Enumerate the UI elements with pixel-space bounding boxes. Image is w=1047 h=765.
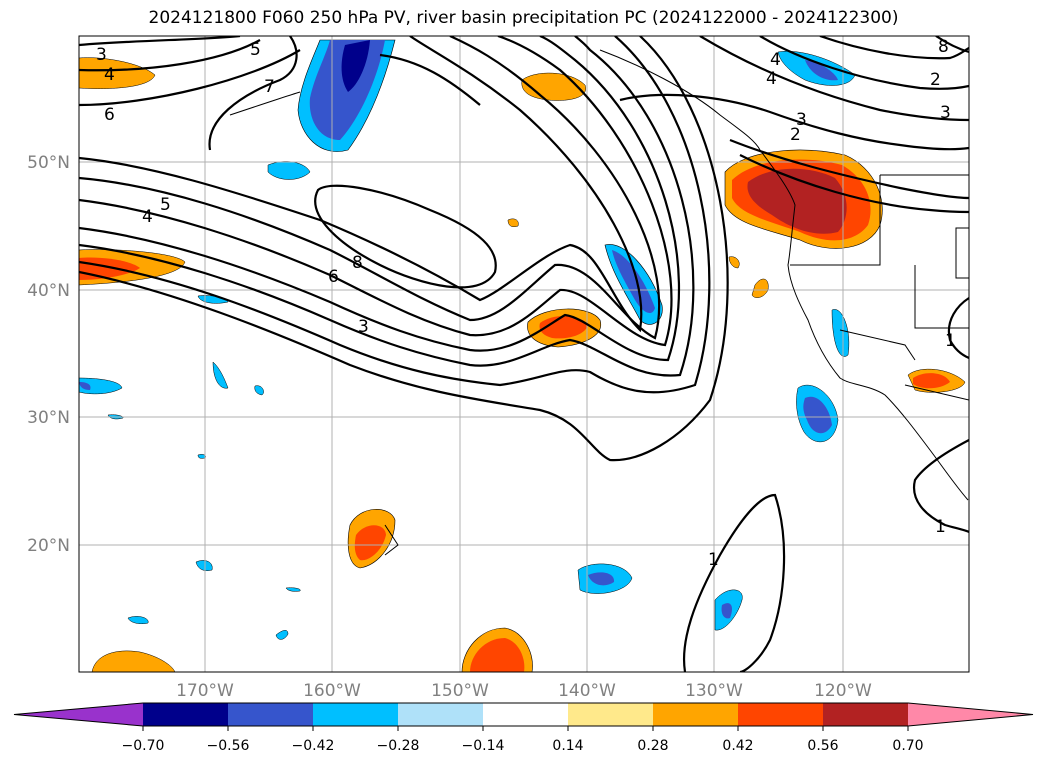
contour-label: 7 <box>264 77 275 97</box>
colorbar-tick-label: −0.56 <box>207 738 250 754</box>
contour-label: 2 <box>930 70 941 90</box>
map-area: 3 4 5 6 7 8 5 4 6 3 8 4 3 2 3 2 1 1 1 4 <box>79 36 969 672</box>
contour-label: 4 <box>770 50 781 70</box>
contour-label: 1 <box>708 550 719 570</box>
lat-label: 20°N <box>27 536 70 556</box>
contour-labels: 3 4 5 6 7 8 5 4 6 3 8 4 3 2 3 2 1 1 1 4 <box>96 37 956 570</box>
contour-label: 3 <box>796 110 807 130</box>
colorbar-segment <box>483 703 568 726</box>
pv-contours <box>79 36 969 672</box>
contour-label: 6 <box>104 105 115 125</box>
colorbar-segment <box>738 703 823 726</box>
contour-label: 8 <box>938 37 949 57</box>
lon-label: 140°W <box>558 681 616 701</box>
colorbar-extend-high <box>908 703 1033 726</box>
colorbar-tick-label: 0.42 <box>722 738 753 754</box>
colorbar-tick-label: 0.28 <box>637 738 668 754</box>
contour-label: 5 <box>160 195 171 215</box>
colorbar-tick-label: −0.42 <box>292 738 335 754</box>
colorbar-segment <box>823 703 908 726</box>
lat-label: 30°N <box>27 408 70 428</box>
colorbar-tick-label: 0.14 <box>552 738 583 754</box>
precip-shading <box>79 39 966 672</box>
contour-label: 4 <box>142 207 153 227</box>
lat-axis-labels: 50°N 40°N 30°N 20°N <box>27 153 70 556</box>
colorbar-segment <box>568 703 653 726</box>
contour-label: 4 <box>104 65 115 85</box>
coastlines <box>229 49 969 556</box>
colorbar-segment <box>313 703 398 726</box>
contour-label: 3 <box>358 317 369 337</box>
colorbar-tick-label: 0.56 <box>807 738 838 754</box>
contour-label: 3 <box>96 45 107 65</box>
contour-label: 8 <box>352 253 363 273</box>
contour-label: 1 <box>945 331 956 351</box>
colorbar: −0.70 −0.56 −0.42 −0.28 −0.14 0.14 0.28 0.42 0.5… <box>13 702 1034 754</box>
contour-label: 3 <box>940 103 951 123</box>
lat-label: 40°N <box>27 281 70 301</box>
map-frame <box>78 35 970 673</box>
colorbar-segment <box>653 703 738 726</box>
lon-label: 130°W <box>685 681 743 701</box>
contour-label: 6 <box>328 267 339 287</box>
contour-label: 5 <box>250 40 261 60</box>
colorbar-tick-label: −0.28 <box>377 738 420 754</box>
colorbar-segment <box>398 703 483 726</box>
colorbar-tick-label: 0.70 <box>892 738 923 754</box>
lon-label: 160°W <box>303 681 361 701</box>
contour-label: 4 <box>766 69 777 89</box>
contour-label: 2 <box>790 125 801 145</box>
lat-label: 50°N <box>27 153 70 173</box>
lon-label: 170°W <box>176 681 234 701</box>
colorbar-tick-label: −0.70 <box>122 738 165 754</box>
lon-label: 120°W <box>814 681 872 701</box>
contour-label: 1 <box>935 517 946 537</box>
colorbar-segment <box>143 703 228 726</box>
colorbar-extend-low <box>14 703 143 726</box>
lon-label: 150°W <box>431 681 489 701</box>
map-title: 2024121800 F060 250 hPa PV, river basin … <box>148 8 899 28</box>
lon-axis-labels: 170°W 160°W 150°W 140°W 130°W 120°W <box>176 681 872 701</box>
colorbar-tick-label: −0.14 <box>462 738 505 754</box>
graticule <box>79 36 969 672</box>
colorbar-segment <box>228 703 313 726</box>
